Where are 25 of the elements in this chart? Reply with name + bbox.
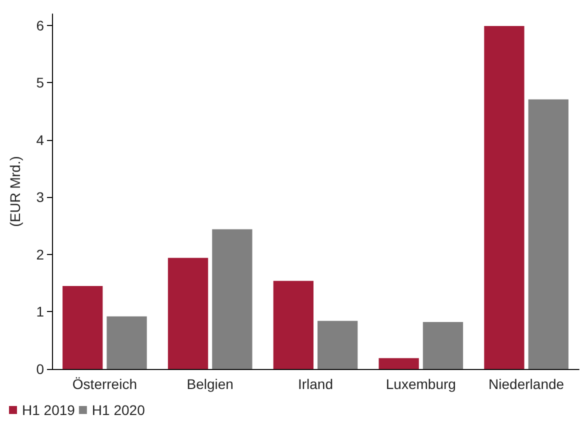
bar [273, 280, 314, 369]
bar [62, 286, 103, 369]
y-tick-label: 5 [36, 74, 44, 91]
bar [168, 258, 208, 369]
x-tick-label: Irland [298, 376, 334, 392]
bar [484, 26, 524, 369]
x-tick-label: Luxemburg [386, 376, 456, 392]
y-tick-label: 3 [36, 189, 44, 206]
y-tick-label: 0 [36, 361, 44, 377]
y-tick-label: 1 [36, 304, 44, 320]
x-tick-label: Belgien [186, 376, 234, 392]
y-tick-label: 4 [36, 132, 44, 148]
y-tick-label: 6 [36, 17, 44, 34]
bar [422, 322, 464, 369]
bar [528, 99, 568, 369]
x-tick-label: Österreich [72, 376, 137, 392]
x-tick-label: Niederlande [488, 376, 564, 392]
y-axis-title: (EUR Mrd.) [7, 156, 23, 227]
bar [318, 320, 358, 369]
bar [106, 316, 147, 369]
legend-label: H1 2020 [92, 402, 146, 418]
bar [212, 229, 252, 369]
legend-label: H1 2019 [22, 402, 76, 418]
y-tick-label: 2 [36, 246, 44, 262]
bar [378, 358, 419, 369]
